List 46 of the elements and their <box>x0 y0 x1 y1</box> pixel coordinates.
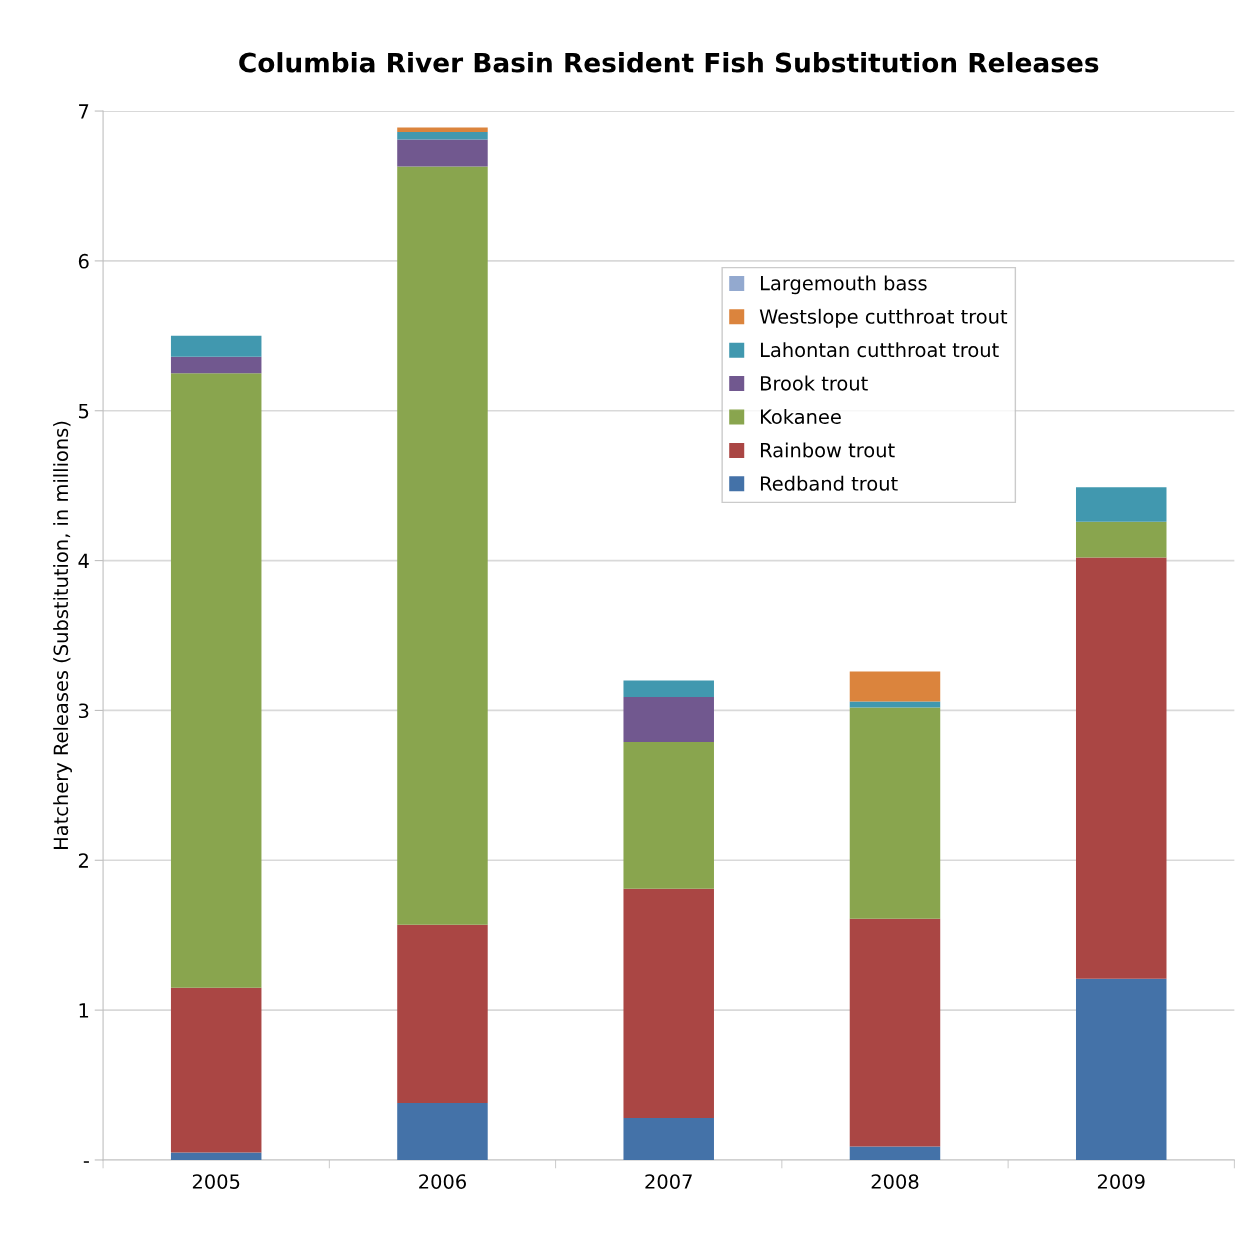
legend-label: Largemouth bass <box>761 275 927 295</box>
legend-label: Rainbow trout <box>761 442 895 458</box>
bar <box>623 741 714 889</box>
y-axis-title: Hatchery Releases (Substitution, in millions) <box>53 421 72 849</box>
y-tick-label: 4 <box>78 553 89 568</box>
x-tick-label: 2008 <box>871 1174 919 1189</box>
bar <box>1075 557 1167 979</box>
bar <box>397 166 488 925</box>
bar <box>623 1118 714 1160</box>
x-tick-label: 2006 <box>419 1174 466 1189</box>
legend-label: Lahontan cutthroat trout <box>761 342 999 358</box>
bar <box>397 132 488 140</box>
chart-title: Columbia River Basin Resident Fish Substitution Releases <box>239 52 1099 73</box>
bar <box>1075 978 1167 1160</box>
bar <box>849 701 941 708</box>
y-tick-label: 1 <box>79 1003 89 1018</box>
bar <box>397 139 488 167</box>
y-tick-label: 6 <box>78 253 89 269</box>
legend-label: Redband trout <box>761 475 898 491</box>
bar <box>397 924 488 1104</box>
bar <box>170 373 262 988</box>
bar <box>623 888 714 1118</box>
y-tick-label: - <box>83 1161 89 1163</box>
bar <box>623 680 714 697</box>
bar <box>849 707 941 919</box>
bar <box>170 356 262 374</box>
x-tick-label: 2005 <box>192 1174 240 1189</box>
y-tick-label: 2 <box>78 853 88 868</box>
bar <box>170 987 262 1153</box>
bar <box>623 696 714 742</box>
bar <box>849 918 941 1147</box>
bar <box>849 1146 941 1160</box>
y-tick-label: 7 <box>79 104 89 119</box>
x-tick-label: 2007 <box>645 1174 692 1189</box>
bar <box>170 1152 262 1160</box>
bar <box>170 335 262 357</box>
x-tick-label: 2009 <box>1097 1174 1145 1189</box>
bar <box>397 1103 488 1160</box>
legend-label: Brook trout <box>761 375 868 391</box>
bar <box>1075 521 1167 558</box>
bar <box>1075 487 1167 522</box>
legend-label: Westslope cutthroat trout <box>759 308 1008 328</box>
bar <box>849 671 941 702</box>
y-tick-label: 3 <box>78 703 89 719</box>
y-tick-label: 5 <box>79 403 89 419</box>
legend-label: Kokanee <box>761 409 841 425</box>
